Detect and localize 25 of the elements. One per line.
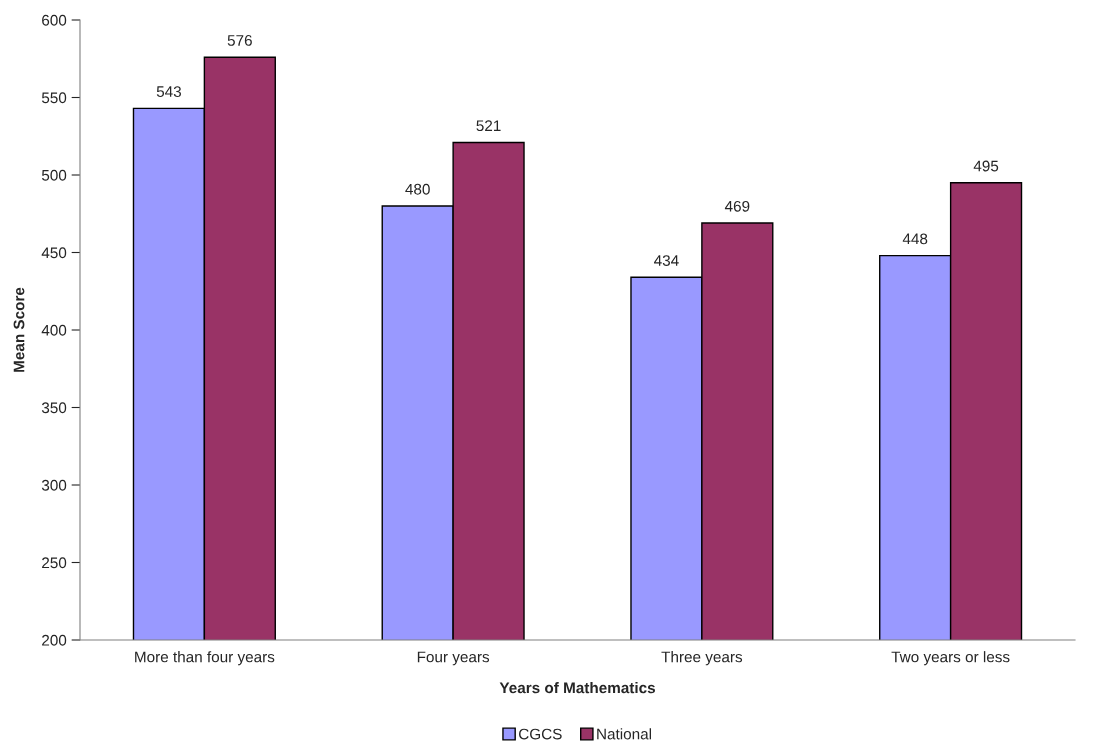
legend-label: National xyxy=(597,728,652,740)
data-label: 469 xyxy=(724,200,750,212)
y-tick-label: 400 xyxy=(41,324,67,336)
y-axis-title: Mean Score xyxy=(13,287,25,372)
data-label: 543 xyxy=(156,86,181,97)
y-tick-label: 500 xyxy=(41,169,67,181)
data-label: 576 xyxy=(227,35,252,46)
y-tick-label: 450 xyxy=(41,247,67,259)
data-label: 480 xyxy=(405,183,430,195)
x-axis-title: Years of Mathematics xyxy=(499,682,655,694)
y-tick-label: 550 xyxy=(41,92,67,104)
x-tick-label: More than four years xyxy=(135,651,275,666)
x-tick-label: Four years xyxy=(417,651,490,666)
x-tick-label: Three years xyxy=(661,651,743,666)
data-label: 434 xyxy=(654,255,679,266)
legend-label: CGCS xyxy=(519,728,562,740)
y-tick-label: 600 xyxy=(42,14,67,26)
y-tick-label: 250 xyxy=(42,557,67,569)
data-label: 495 xyxy=(973,160,999,172)
x-tick-label: Two years or less xyxy=(891,651,1010,666)
y-tick-label: 350 xyxy=(41,402,67,414)
data-label: 521 xyxy=(476,120,501,132)
y-tick-label: 200 xyxy=(42,634,67,646)
data-label: 448 xyxy=(902,233,928,245)
y-tick-label: 300 xyxy=(41,479,67,491)
